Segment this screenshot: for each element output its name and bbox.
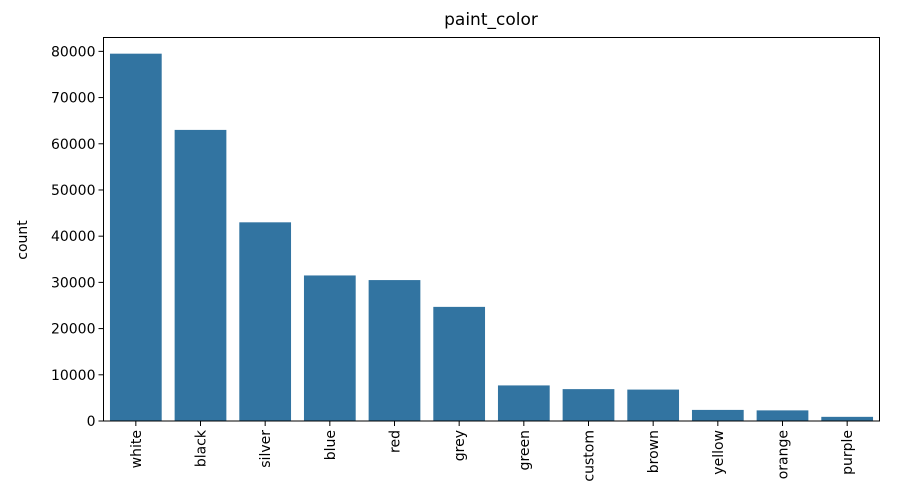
- bar-red: [368, 280, 421, 421]
- x-tick-label-purple: purple: [840, 430, 856, 475]
- y-axis-label: count: [15, 220, 31, 260]
- bar-purple: [821, 416, 874, 421]
- y-axis: 0 10000 20000 30000 40000 50000 60000 70000 8000…: [51, 44, 104, 430]
- bar-orange: [756, 410, 809, 421]
- y-tick-label: 20000: [51, 322, 96, 338]
- x-tick-label-custom: custom: [582, 430, 598, 482]
- chart-title: paint_color: [444, 10, 538, 30]
- x-tick-label-black: black: [194, 429, 210, 467]
- x-tick-label-grey: grey: [452, 430, 468, 461]
- x-tick-label-yellow: yellow: [711, 430, 727, 475]
- x-tick-label-green: green: [517, 430, 533, 470]
- bar-blue: [303, 275, 356, 421]
- x-tick-label-brown: brown: [646, 430, 662, 473]
- y-tick-label: 50000: [51, 183, 96, 199]
- y-tick-label: 0: [87, 414, 96, 430]
- bars-group: [109, 53, 874, 421]
- y-tick-label: 70000: [51, 91, 96, 107]
- bar-yellow: [691, 409, 744, 421]
- bar-grey: [433, 306, 486, 421]
- bar-black: [174, 129, 227, 421]
- bar-custom: [562, 389, 615, 421]
- y-tick-label: 80000: [51, 44, 96, 60]
- x-tick-label-red: red: [388, 430, 404, 453]
- bar-white: [109, 53, 162, 421]
- x-tick-label-white: white: [129, 430, 145, 468]
- y-tick-label: 10000: [51, 368, 96, 384]
- plot-frame: [103, 37, 880, 422]
- y-tick-label: 40000: [51, 229, 96, 245]
- x-tick-label-orange: orange: [776, 430, 792, 479]
- y-tick-label: 30000: [51, 275, 96, 291]
- bar-green: [497, 385, 550, 421]
- y-tick-label: 60000: [51, 137, 96, 153]
- x-tick-label-silver: silver: [258, 430, 274, 468]
- bar-brown: [627, 389, 680, 421]
- x-tick-label-blue: blue: [323, 430, 339, 460]
- x-axis: white black silver blue red grey green custom br…: [129, 421, 856, 482]
- bar-silver: [239, 222, 292, 421]
